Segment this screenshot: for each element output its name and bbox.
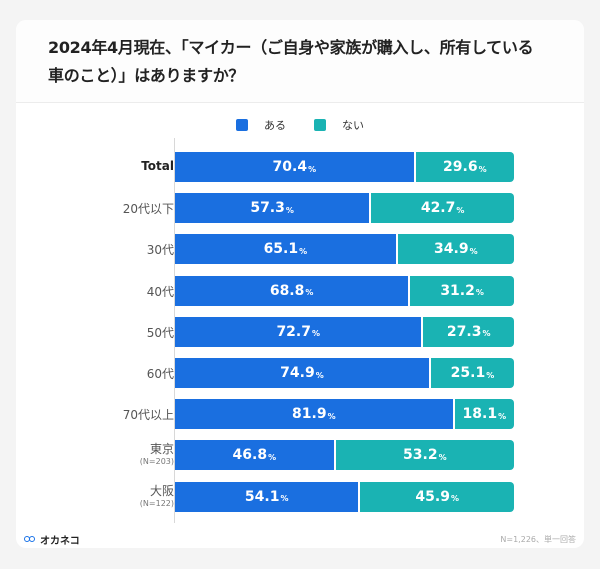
bar-segment-yes: 68.8% bbox=[175, 275, 409, 306]
bar-segment-no: 25.1% bbox=[428, 358, 514, 388]
data-label-unit: % bbox=[469, 246, 478, 256]
bar-segment-no: 42.7% bbox=[369, 193, 514, 224]
data-label-unit: % bbox=[280, 494, 289, 504]
legend-label-no: ない bbox=[342, 119, 364, 132]
data-label: 70.4 bbox=[272, 159, 308, 175]
data-label-unit: % bbox=[305, 288, 314, 298]
sample-note: N=1,226、単一回答 bbox=[500, 535, 576, 544]
bar-segment-no: 34.9% bbox=[395, 234, 514, 265]
category-label: 大阪 (N=122) bbox=[140, 483, 174, 509]
bar-segment-no: 29.6% bbox=[413, 152, 514, 182]
data-label-unit: % bbox=[482, 329, 491, 339]
category-label-text: 東京 bbox=[149, 442, 174, 457]
legend: ある ない bbox=[0, 117, 600, 133]
category-label-text: 大阪 bbox=[149, 483, 174, 498]
data-label-unit: % bbox=[315, 370, 324, 380]
data-label-unit: % bbox=[308, 164, 317, 174]
data-label: 46.8 bbox=[232, 447, 268, 464]
category-axis-line bbox=[174, 138, 175, 523]
category-label: 東京 (N=203) bbox=[140, 441, 174, 467]
bar-segment-yes: 54.1% bbox=[175, 481, 359, 512]
bar-segment-yes: 46.8% bbox=[175, 440, 334, 471]
data-label: 81.9 bbox=[292, 406, 327, 423]
data-label-unit: % bbox=[268, 452, 277, 462]
title-band bbox=[16, 20, 584, 103]
data-label-unit: % bbox=[285, 205, 294, 215]
data-label: 18.1 bbox=[462, 406, 498, 423]
bar-segment-no: 31.2% bbox=[408, 275, 514, 306]
category-label-text: 70代以上 bbox=[122, 408, 174, 423]
bar-segment-no: 18.1% bbox=[452, 399, 514, 430]
data-label-unit: % bbox=[456, 205, 465, 215]
data-label-unit: % bbox=[327, 411, 336, 421]
data-label: 25.1 bbox=[450, 365, 486, 381]
data-label: 31.2 bbox=[440, 282, 475, 299]
data-label: 72.7 bbox=[276, 323, 311, 340]
data-label: 29.6 bbox=[443, 159, 478, 175]
category-sublabel: (N=122) bbox=[139, 498, 174, 508]
bar-segment-yes: 74.9% bbox=[175, 358, 429, 388]
category-label: 40代 bbox=[147, 283, 174, 300]
bar-segment-yes: 57.3% bbox=[175, 193, 370, 224]
category-label: 60代 bbox=[147, 365, 174, 382]
data-label: 54.1 bbox=[244, 488, 280, 505]
category-label-text: Total bbox=[141, 159, 174, 173]
data-label-unit: % bbox=[311, 329, 320, 339]
data-label: 57.3 bbox=[250, 200, 285, 217]
logo-icon bbox=[24, 536, 37, 543]
legend-item-yes: ある bbox=[236, 117, 286, 133]
legend-label-yes: ある bbox=[264, 119, 286, 132]
data-label: 53.2 bbox=[403, 447, 438, 464]
data-label: 68.8 bbox=[269, 282, 305, 299]
data-label: 45.9 bbox=[415, 488, 450, 505]
legend-swatch-no bbox=[314, 119, 326, 131]
data-label-unit: % bbox=[475, 288, 484, 298]
bar-segment-yes: 81.9% bbox=[175, 399, 453, 430]
brand-logo: オカネコ bbox=[24, 532, 80, 547]
category-label-text: 40代 bbox=[146, 284, 174, 299]
category-label: Total bbox=[141, 159, 174, 173]
data-label: 27.3 bbox=[446, 323, 482, 340]
data-label-unit: % bbox=[299, 246, 308, 256]
bar-segment-no: 45.9% bbox=[358, 481, 514, 512]
category-label-text: 20代以下 bbox=[122, 202, 174, 217]
data-label-unit: % bbox=[438, 452, 447, 462]
category-label-text: 30代 bbox=[146, 243, 174, 258]
data-label-unit: % bbox=[478, 164, 487, 174]
bar-segment-no: 27.3% bbox=[421, 316, 514, 347]
category-label: 20代以下 bbox=[123, 200, 174, 217]
data-label: 34.9 bbox=[434, 241, 469, 258]
data-label: 74.9 bbox=[280, 365, 315, 381]
category-label: 50代 bbox=[147, 324, 174, 341]
legend-item-no: ない bbox=[314, 117, 364, 133]
category-label: 70代以上 bbox=[123, 406, 174, 423]
data-label-unit: % bbox=[486, 370, 495, 380]
bar-segment-yes: 65.1% bbox=[175, 234, 396, 265]
data-label: 65.1 bbox=[263, 241, 299, 258]
data-label-unit: % bbox=[498, 411, 507, 421]
logo-text: オカネコ bbox=[40, 536, 80, 547]
data-label-unit: % bbox=[450, 494, 459, 504]
category-label-text: 60代 bbox=[146, 367, 174, 381]
chart-title: 2024年4月現在、「マイカー（ご自身や家族が購入し、所有している車のこと）」は… bbox=[48, 38, 534, 85]
category-label-text: 50代 bbox=[146, 325, 174, 340]
bar-segment-yes: 72.7% bbox=[175, 316, 422, 347]
category-label: 30代 bbox=[147, 241, 174, 258]
bar-segment-yes: 70.4% bbox=[175, 152, 414, 182]
bar-segment-no: 53.2% bbox=[333, 440, 514, 471]
data-label: 42.7 bbox=[420, 200, 456, 217]
category-sublabel: (N=203) bbox=[139, 457, 174, 467]
legend-swatch-yes bbox=[236, 119, 248, 131]
